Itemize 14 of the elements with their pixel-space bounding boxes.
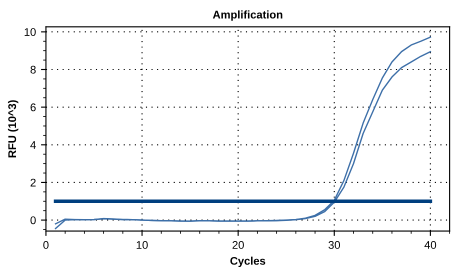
y-tick-label: 4 <box>30 141 36 149</box>
x-tick-label: 20 <box>232 241 244 249</box>
x-tick-label: 40 <box>424 241 436 249</box>
chart-title: Amplification <box>212 10 282 21</box>
x-tick-label: 30 <box>328 241 340 249</box>
x-tick-label: 10 <box>136 241 148 249</box>
y-tick-label: 2 <box>30 178 36 186</box>
x-tick-label: 0 <box>43 241 49 249</box>
y-tick-label: 10 <box>24 28 36 36</box>
y-tick-label: 0 <box>30 216 36 224</box>
y-tick-label: 6 <box>30 103 36 112</box>
y-axis-title: RFU (10^3) <box>8 100 18 158</box>
y-tick-label: 8 <box>30 66 36 74</box>
x-axis-title: Cycles <box>230 256 266 268</box>
